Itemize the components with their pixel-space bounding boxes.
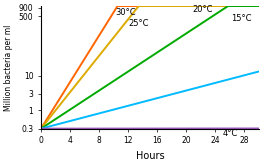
Text: 20°C: 20°C	[192, 4, 213, 14]
Text: 25°C: 25°C	[128, 19, 149, 28]
Text: 15°C: 15°C	[231, 14, 252, 23]
Text: 4°C: 4°C	[222, 129, 238, 138]
Y-axis label: Million bacteria per ml: Million bacteria per ml	[4, 24, 13, 111]
Text: 30°C: 30°C	[115, 8, 136, 17]
X-axis label: Hours: Hours	[136, 151, 164, 161]
